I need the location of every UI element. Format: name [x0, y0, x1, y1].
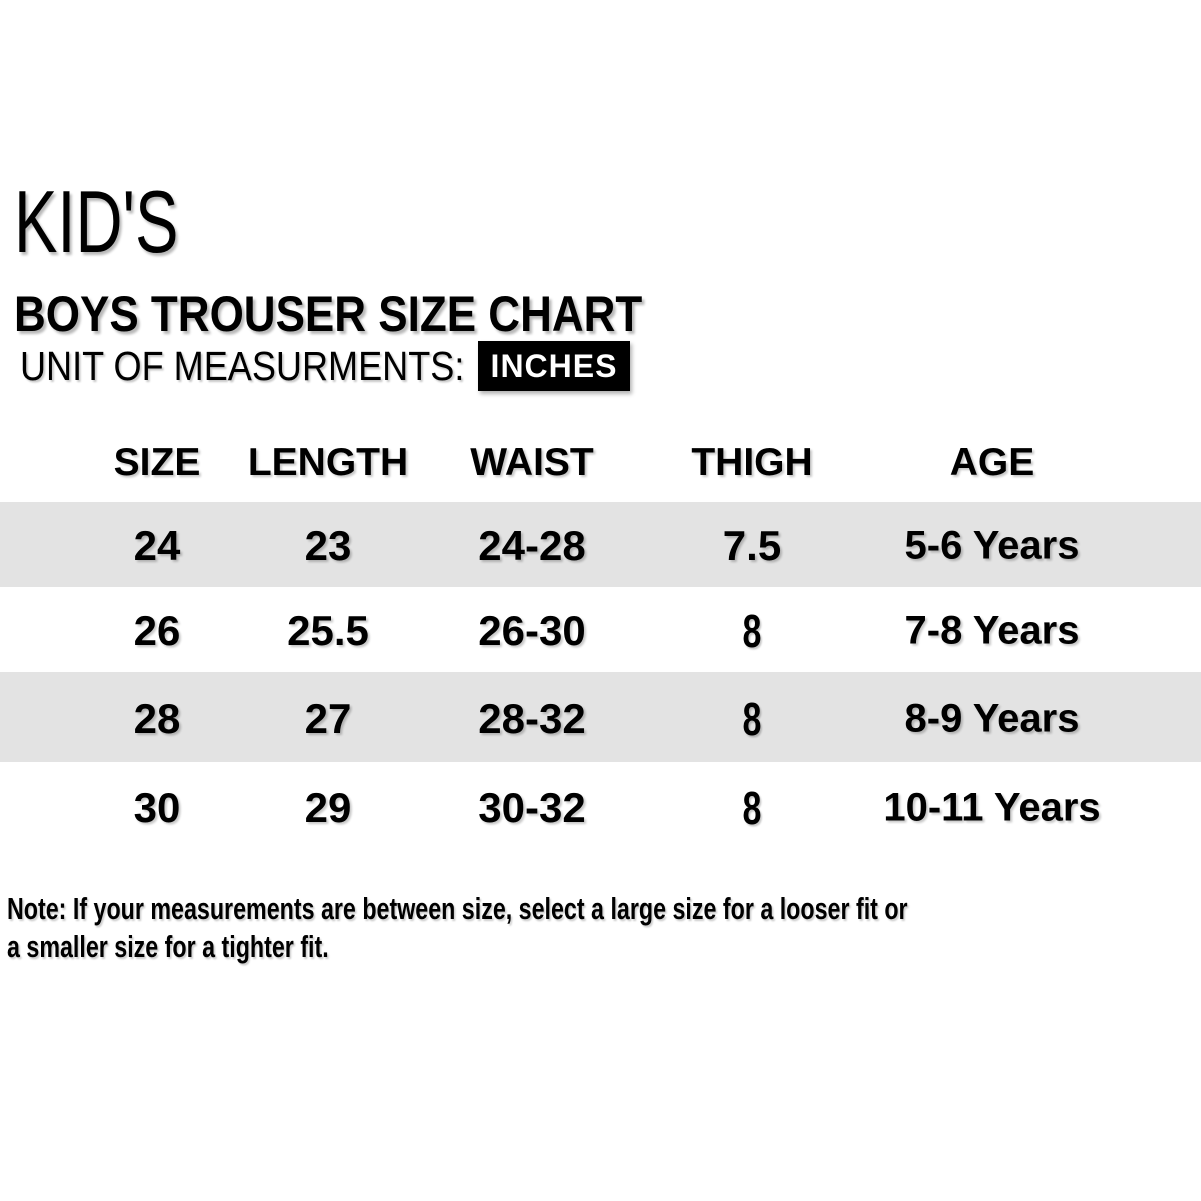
cell-length: 27	[304, 694, 352, 742]
unit-of-measurement-row: UNIT OF MEASURMENTS: INCHES	[20, 341, 630, 391]
cell-age: 8-9 Years	[904, 696, 1080, 741]
table-row: 28 27 28-32 8 8-9 Years	[0, 672, 1201, 762]
table-row: 30 29 30-32 8 10-11 Years	[0, 762, 1201, 850]
cell-thigh: 8	[742, 605, 762, 658]
page-kicker-text: KID'S	[14, 172, 179, 271]
cell-size: 26	[133, 607, 181, 655]
table-row: 24 23 24-28 7.5 5-6 Years	[0, 502, 1201, 587]
note-line-text: Note: If your measurements are between s…	[7, 891, 908, 926]
cell-length: 23	[304, 522, 352, 570]
note-line-text: a smaller size for a tighter fit.	[7, 929, 329, 964]
note: Note: If your measurements are between s…	[7, 890, 1201, 966]
cell-age: 7-8 Years	[904, 608, 1080, 653]
cell-size: 24	[133, 522, 181, 570]
column-header-size: SIZE	[113, 441, 201, 485]
cell-waist: 30-32	[478, 783, 586, 831]
cell-thigh: 7.5	[722, 522, 782, 570]
column-header-thigh: THIGH	[691, 441, 813, 485]
note-line: a smaller size for a tighter fit.	[7, 928, 1201, 966]
cell-length: 29	[304, 783, 352, 831]
cell-thigh: 8	[742, 692, 762, 745]
cell-waist: 28-32	[478, 694, 586, 742]
table-header-row: SIZE LENGTH WAIST THIGH AGE	[0, 435, 1201, 502]
page-title: BOYS TROUSER SIZE CHART	[14, 289, 728, 339]
unit-label-wrap: UNIT OF MEASURMENTS:	[20, 343, 478, 390]
table-row: 26 25.5 26-30 8 7-8 Years	[0, 587, 1201, 672]
page-kicker: KID'S	[14, 178, 236, 266]
cell-waist: 26-30	[478, 607, 586, 655]
cell-age: 10-11 Years	[883, 785, 1101, 830]
unit-label: UNIT OF MEASURMENTS:	[20, 342, 465, 389]
cell-size: 28	[133, 694, 181, 742]
cell-thigh: 8	[742, 781, 762, 834]
note-line: Note: If your measurements are between s…	[7, 890, 1201, 928]
cell-length: 25.5	[287, 607, 369, 655]
column-header-age: AGE	[949, 441, 1035, 485]
cell-waist: 24-28	[478, 522, 586, 570]
column-header-length: LENGTH	[247, 441, 409, 485]
column-header-waist: WAIST	[470, 441, 594, 485]
page-title-text: BOYS TROUSER SIZE CHART	[14, 286, 643, 342]
cell-size: 30	[133, 783, 181, 831]
unit-badge: INCHES	[478, 341, 630, 391]
cell-age: 5-6 Years	[904, 523, 1080, 568]
size-table: SIZE LENGTH WAIST THIGH AGE 24 23 24-28 …	[0, 435, 1201, 850]
